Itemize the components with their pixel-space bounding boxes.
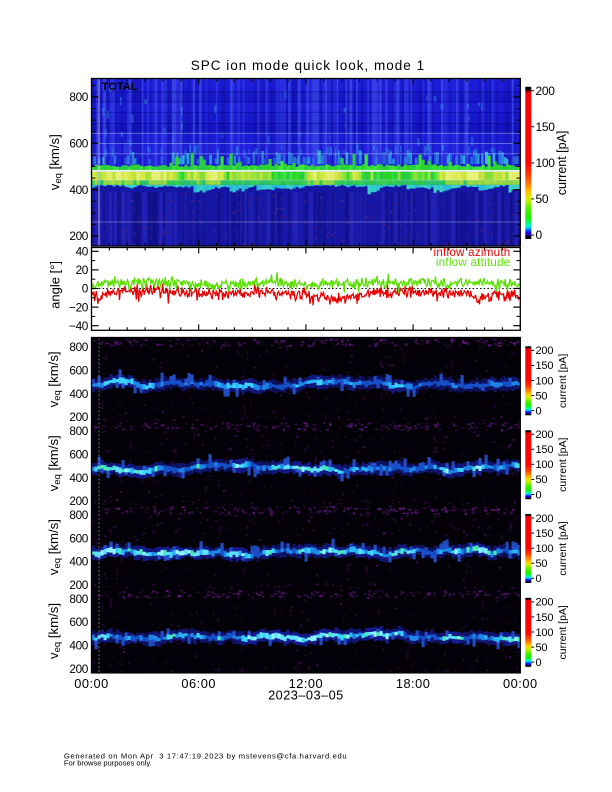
svg-text:current [pA]: current [pA] <box>557 605 569 659</box>
svg-text:150: 150 <box>536 528 554 540</box>
svg-text:200: 200 <box>536 345 554 357</box>
svg-text:Generated on Mon Apr 3 17:47:: Generated on Mon Apr 3 17:47:19 2023 by … <box>64 751 347 760</box>
svg-text:150: 150 <box>536 444 554 456</box>
svg-text:200: 200 <box>536 84 556 98</box>
svg-text:0: 0 <box>536 489 542 501</box>
svg-text:200: 200 <box>69 410 88 424</box>
svg-text:2023–03–05: 2023–03–05 <box>268 688 344 703</box>
svg-text:veq [km/s]: veq [km/s] <box>46 351 63 407</box>
svg-text:200: 200 <box>69 494 88 508</box>
svg-text:0: 0 <box>536 406 542 418</box>
svg-text:200: 200 <box>536 513 554 525</box>
svg-text:inflow azimuth: inflow azimuth <box>434 246 511 259</box>
svg-text:400: 400 <box>69 471 88 485</box>
svg-text:150: 150 <box>536 360 554 372</box>
svg-text:600: 600 <box>69 137 88 151</box>
svg-text:800: 800 <box>69 592 88 606</box>
svg-text:06:00: 06:00 <box>181 676 216 691</box>
svg-text:600: 600 <box>69 615 88 629</box>
svg-text:00:00: 00:00 <box>503 676 538 691</box>
svg-text:200: 200 <box>536 429 554 441</box>
svg-text:400: 400 <box>69 387 88 401</box>
svg-text:veq [km/s]: veq [km/s] <box>46 435 63 491</box>
svg-text:0: 0 <box>536 657 542 669</box>
svg-text:100: 100 <box>536 375 554 387</box>
svg-text:0: 0 <box>536 228 543 242</box>
svg-text:12:00: 12:00 <box>289 676 324 691</box>
svg-text:800: 800 <box>69 340 88 354</box>
svg-text:600: 600 <box>69 531 88 545</box>
svg-text:200: 200 <box>536 597 554 609</box>
svg-text:50: 50 <box>536 474 548 486</box>
svg-text:100: 100 <box>536 627 554 639</box>
svg-text:100: 100 <box>536 156 556 170</box>
svg-text:800: 800 <box>69 508 88 522</box>
svg-text:angle [°]: angle [°] <box>48 261 63 309</box>
svg-text:−20: −20 <box>69 300 89 314</box>
svg-text:current [pA]: current [pA] <box>555 131 569 196</box>
svg-text:100: 100 <box>536 543 554 555</box>
svg-text:For browse purposes only.: For browse purposes only. <box>64 758 152 767</box>
svg-text:200: 200 <box>69 229 88 243</box>
svg-text:0: 0 <box>82 282 89 296</box>
svg-text:100: 100 <box>536 459 554 471</box>
svg-text:current [pA]: current [pA] <box>557 354 569 408</box>
svg-text:current [pA]: current [pA] <box>557 521 569 575</box>
svg-text:800: 800 <box>69 424 88 438</box>
svg-text:40: 40 <box>76 245 89 259</box>
svg-text:veq [km/s]: veq [km/s] <box>46 519 63 575</box>
svg-text:200: 200 <box>69 662 88 676</box>
svg-text:50: 50 <box>536 642 548 654</box>
svg-text:400: 400 <box>69 555 88 569</box>
svg-text:600: 600 <box>69 447 88 461</box>
svg-text:150: 150 <box>536 120 556 134</box>
svg-text:400: 400 <box>69 183 88 197</box>
svg-text:800: 800 <box>69 90 88 104</box>
svg-text:400: 400 <box>69 639 88 653</box>
svg-text:veq [km/s]: veq [km/s] <box>46 603 63 659</box>
svg-text:current [pA]: current [pA] <box>557 437 569 491</box>
svg-text:00:00: 00:00 <box>74 676 109 691</box>
svg-text:20: 20 <box>76 263 89 277</box>
svg-text:50: 50 <box>536 192 549 206</box>
svg-text:inflow attitude: inflow attitude <box>436 256 511 269</box>
svg-text:veq [km/s]: veq [km/s] <box>47 134 64 190</box>
svg-text:600: 600 <box>69 364 88 378</box>
svg-text:18:00: 18:00 <box>396 676 431 691</box>
svg-text:−40: −40 <box>69 319 89 333</box>
svg-text:TOTAL: TOTAL <box>102 81 138 93</box>
svg-text:50: 50 <box>536 558 548 570</box>
svg-text:150: 150 <box>536 612 554 624</box>
svg-text:200: 200 <box>69 578 88 592</box>
svg-text:0: 0 <box>536 573 542 585</box>
svg-text:50: 50 <box>536 390 548 402</box>
svg-text:SPC ion mode quick look, mode: SPC ion mode quick look, mode 1 <box>191 58 425 73</box>
